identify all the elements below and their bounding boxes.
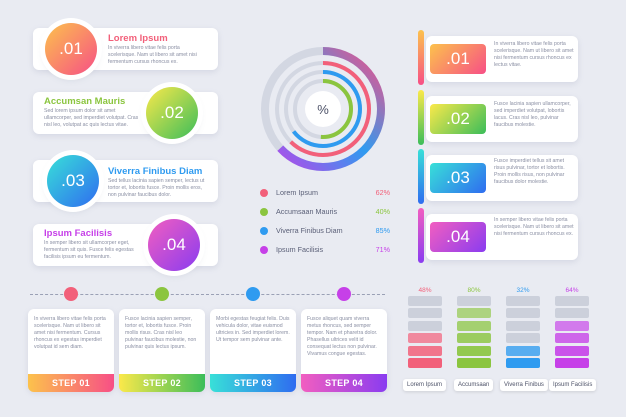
bar-segment [555, 320, 589, 331]
legend-label-2: Accumsaan Mauris [276, 207, 338, 216]
bar-value-label-3: 32% [516, 287, 530, 294]
legend-label-3: Viverra Finibus Diam [276, 226, 343, 235]
legend-pct-3: 85% [375, 226, 390, 235]
right-num-4: .04 [430, 222, 486, 252]
donut-ring-1 [261, 47, 385, 171]
bar-segment [555, 333, 589, 344]
right-text-2: Fusce lacinia sapien ullamcorper, sed im… [494, 101, 571, 128]
step-label-1: STEP 01 [28, 374, 114, 392]
bar-segment [457, 345, 491, 356]
step-label-2: STEP 02 [119, 374, 205, 392]
bar-category-4: Ipsum Facilisis [549, 379, 597, 391]
bar-column-3 [506, 296, 540, 370]
bar-segment [457, 357, 491, 368]
legend-row-4: Ipsum Facilisis 71% [260, 245, 390, 254]
bar-segment [555, 357, 589, 368]
legend-row-1: Lorem Ipsum 62% [260, 188, 390, 197]
timeline-dot-3 [246, 287, 260, 301]
donut-ring-2 [275, 61, 371, 157]
legend-dot-2 [260, 207, 268, 216]
left-title-4: Ipsum Facilisis [44, 228, 113, 239]
timeline-dot-4 [337, 287, 351, 301]
donut-center [305, 91, 341, 127]
bar-segment [506, 296, 540, 306]
step-text-3: Morbi egestas feugiat felis. Duis vehicu… [216, 316, 290, 343]
left-text-3: Sed tellus lacinia sapien semper, lectus… [108, 178, 205, 198]
left-num-1: .01 [45, 23, 97, 75]
bar-segment [457, 333, 491, 344]
bar-segment [408, 357, 442, 368]
right-num-3: .03 [430, 163, 486, 193]
legend-dot-4 [260, 245, 268, 254]
bar-category-1: Lorem Ipsum [403, 379, 447, 391]
bar-segment [408, 333, 442, 344]
bar-segment [457, 296, 491, 306]
timeline-line [30, 294, 385, 295]
timeline-dot-1 [64, 287, 78, 301]
bar-value-label-4: 64% [565, 287, 579, 294]
legend-row-3: Viverra Finibus Diam 85% [260, 226, 390, 235]
bar-value-label-2: 80% [467, 287, 481, 294]
step-label-3: STEP 03 [210, 374, 296, 392]
legend-dot-1 [260, 188, 268, 197]
legend-label-4: Ipsum Facilisis [276, 245, 324, 254]
right-bar-2 [418, 90, 424, 145]
left-text-1: In viverra libero vitae felis porta scel… [108, 45, 197, 65]
step-label-4: STEP 04 [301, 374, 387, 392]
bar-segment [506, 320, 540, 331]
bar-column-4 [555, 296, 589, 370]
bar-segment [408, 308, 442, 319]
bar-segment [506, 333, 540, 344]
donut-center-label: % [317, 102, 329, 117]
bar-segment [555, 296, 589, 306]
donut-ring-4 [293, 79, 353, 139]
right-text-3: Fusce imperdiet tellus sit amet risus pu… [494, 158, 565, 185]
right-num-2: .02 [430, 104, 486, 134]
legend-dot-3 [260, 226, 268, 235]
left-num-2: .02 [146, 87, 198, 139]
right-bar-3 [418, 149, 424, 204]
bar-category-2: Accumsaan [454, 379, 494, 391]
bar-category-3: Viverra Finibus [500, 379, 548, 391]
bar-segment [506, 345, 540, 356]
left-num-4: .04 [148, 219, 200, 271]
bar-segment [555, 345, 589, 356]
bar-column-1 [408, 296, 442, 370]
left-title-1: Lorem Ipsum [108, 33, 168, 44]
bar-value-label-1: 48% [418, 287, 432, 294]
legend-label-1: Lorem Ipsum [276, 188, 318, 197]
timeline-dot-2 [155, 287, 169, 301]
right-num-1: .01 [430, 44, 486, 74]
left-text-2: Sed lorem ipsum dolor sit amet ullamcorp… [44, 108, 139, 128]
legend-pct-2: 40% [375, 207, 390, 216]
left-num-3: .03 [47, 155, 99, 207]
left-title-2: Accumsan Mauris [44, 96, 126, 107]
right-bar-1 [418, 30, 424, 85]
donut-chart: % [261, 47, 385, 171]
bar-column-2 [457, 296, 491, 370]
left-title-3: Viverra Finibus Diam [108, 166, 203, 177]
bar-segment [408, 320, 442, 331]
bar-segment [506, 308, 540, 319]
right-bar-4 [418, 208, 424, 263]
step-text-1: In viverra libero vitae felis porta scel… [34, 316, 106, 350]
right-text-1: In viverra libero vitae felis porta scel… [494, 41, 574, 68]
donut-ring-3 [284, 70, 362, 148]
legend-pct-4: 71% [375, 245, 390, 254]
left-text-4: In semper libero sit ullamcorper eget, f… [44, 240, 134, 260]
bar-segment [555, 308, 589, 319]
legend-row-2: Accumsaan Mauris 40% [260, 207, 390, 216]
bar-segment [457, 308, 491, 319]
step-text-4: Fusce aliquet quam viverra metus rhoncus… [307, 316, 378, 357]
bar-segment [457, 320, 491, 331]
bar-segment [506, 357, 540, 368]
right-text-4: In semper libero vitae felis porta scele… [494, 217, 574, 237]
bar-segment [408, 296, 442, 306]
legend-pct-1: 62% [375, 188, 390, 197]
step-text-2: Fusce lacinia sapien semper, tortor et, … [125, 316, 197, 350]
bar-segment [408, 345, 442, 356]
